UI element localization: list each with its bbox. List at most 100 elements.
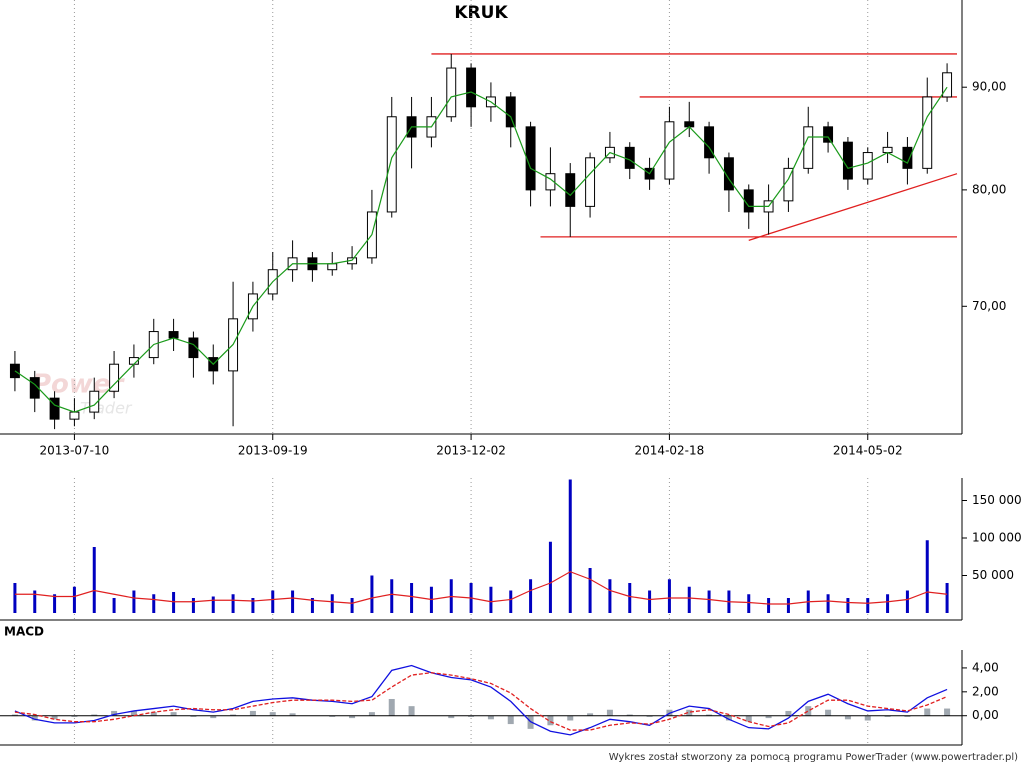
histogram-bar bbox=[91, 714, 98, 716]
histogram-bar bbox=[805, 706, 812, 716]
volume-bar bbox=[132, 590, 136, 613]
histogram-bar bbox=[686, 709, 693, 716]
histogram-bar bbox=[368, 712, 375, 716]
x-tick-label: 2013-09-19 bbox=[238, 444, 308, 458]
x-tick-label: 2014-05-02 bbox=[833, 444, 903, 458]
volume-bar bbox=[509, 590, 513, 613]
volume-bar bbox=[112, 598, 116, 613]
histogram-bar bbox=[51, 715, 58, 720]
moving-average bbox=[14, 86, 948, 413]
histogram-bar bbox=[904, 715, 911, 717]
volume-bar bbox=[231, 594, 235, 613]
histogram-bar bbox=[745, 715, 752, 722]
volume-bar bbox=[251, 598, 255, 613]
volume-bar bbox=[350, 598, 354, 613]
candle-body bbox=[723, 157, 734, 191]
volume-bar bbox=[548, 541, 552, 613]
candle-body bbox=[902, 146, 913, 169]
y-tick-label: 50 000 bbox=[972, 568, 1014, 582]
volume-bar bbox=[271, 590, 275, 613]
volume-bar bbox=[152, 594, 156, 613]
y-tick-label: 70,00 bbox=[972, 299, 1006, 313]
volume-bar bbox=[826, 594, 830, 613]
candle-body bbox=[743, 189, 754, 213]
histogram-bar bbox=[448, 715, 455, 719]
candle-body bbox=[168, 331, 179, 339]
histogram-bar bbox=[190, 715, 197, 717]
volume-bar bbox=[687, 586, 691, 613]
histogram-bar bbox=[329, 715, 336, 717]
volume-bar bbox=[628, 583, 632, 613]
panel-title: MACD bbox=[4, 625, 44, 639]
histogram-bar bbox=[111, 710, 118, 716]
y-tick-label: 0,00 bbox=[972, 708, 999, 722]
y-tick-label: 80,00 bbox=[972, 182, 1006, 196]
histogram-bar bbox=[31, 715, 38, 721]
volume-bar bbox=[191, 598, 195, 613]
volume-bar bbox=[489, 586, 493, 613]
candle-body bbox=[545, 173, 556, 191]
macd-line bbox=[14, 664, 948, 736]
candle-body bbox=[386, 116, 397, 213]
histogram-bar bbox=[249, 710, 256, 716]
histogram-bar bbox=[587, 713, 594, 716]
y-tick-label: 150 000 bbox=[972, 493, 1022, 507]
candle-body bbox=[803, 126, 814, 169]
volume-bar bbox=[172, 592, 176, 613]
x-tick-label: 2013-07-10 bbox=[40, 444, 110, 458]
histogram-bar bbox=[547, 715, 554, 726]
y-tick-label: 4,00 bbox=[972, 660, 999, 674]
y-tick-label: 2,00 bbox=[972, 684, 999, 698]
volume-bar bbox=[707, 590, 711, 613]
volume-bar bbox=[92, 547, 96, 613]
histogram-bar bbox=[289, 713, 296, 716]
volume-bar bbox=[33, 590, 37, 613]
candle-body bbox=[942, 72, 953, 98]
candle-body bbox=[327, 263, 338, 271]
candle-body bbox=[624, 146, 635, 169]
candle-body bbox=[49, 397, 60, 420]
volume-bar bbox=[945, 583, 949, 613]
histogram-bar bbox=[706, 714, 713, 716]
volume-bar bbox=[568, 479, 572, 613]
volume-bar bbox=[330, 594, 334, 613]
histogram-bar bbox=[408, 706, 415, 716]
histogram-bar bbox=[150, 712, 157, 716]
volume-bar bbox=[390, 579, 394, 613]
candle-body bbox=[842, 141, 853, 180]
volume-bar bbox=[72, 586, 76, 613]
histogram-bar bbox=[765, 715, 772, 719]
candle-body bbox=[862, 152, 873, 180]
moving-average bbox=[14, 571, 948, 605]
histogram-bar bbox=[606, 709, 613, 716]
volume-bar bbox=[767, 598, 771, 613]
histogram-bar bbox=[170, 712, 177, 716]
volume-bar bbox=[608, 579, 612, 613]
histogram-bar bbox=[924, 708, 931, 716]
histogram-bar bbox=[130, 710, 137, 716]
trend-line bbox=[748, 173, 958, 241]
histogram-bar bbox=[487, 715, 494, 720]
histogram-bar bbox=[388, 698, 395, 716]
candle-body bbox=[109, 363, 120, 392]
volume-bar bbox=[211, 596, 215, 613]
histogram-bar bbox=[269, 712, 276, 716]
candle-body bbox=[466, 67, 477, 108]
candle-body bbox=[69, 411, 80, 420]
volume-bar bbox=[866, 598, 870, 613]
footer: Wykres został stworzony za pomocą progra… bbox=[609, 752, 1018, 763]
histogram-bar bbox=[884, 715, 891, 717]
x-tick-label: 2013-12-02 bbox=[436, 444, 506, 458]
histogram-bar bbox=[567, 715, 574, 721]
histogram-bar bbox=[11, 714, 18, 716]
candle-body bbox=[565, 173, 576, 207]
candle-body bbox=[882, 146, 893, 154]
volume-bar bbox=[588, 568, 592, 613]
histogram-bar bbox=[825, 709, 832, 716]
volume-bar bbox=[370, 575, 374, 613]
candle-body bbox=[188, 337, 199, 359]
volume-bar bbox=[648, 590, 652, 613]
volume-bar bbox=[667, 579, 671, 613]
histogram-bar bbox=[210, 715, 217, 719]
